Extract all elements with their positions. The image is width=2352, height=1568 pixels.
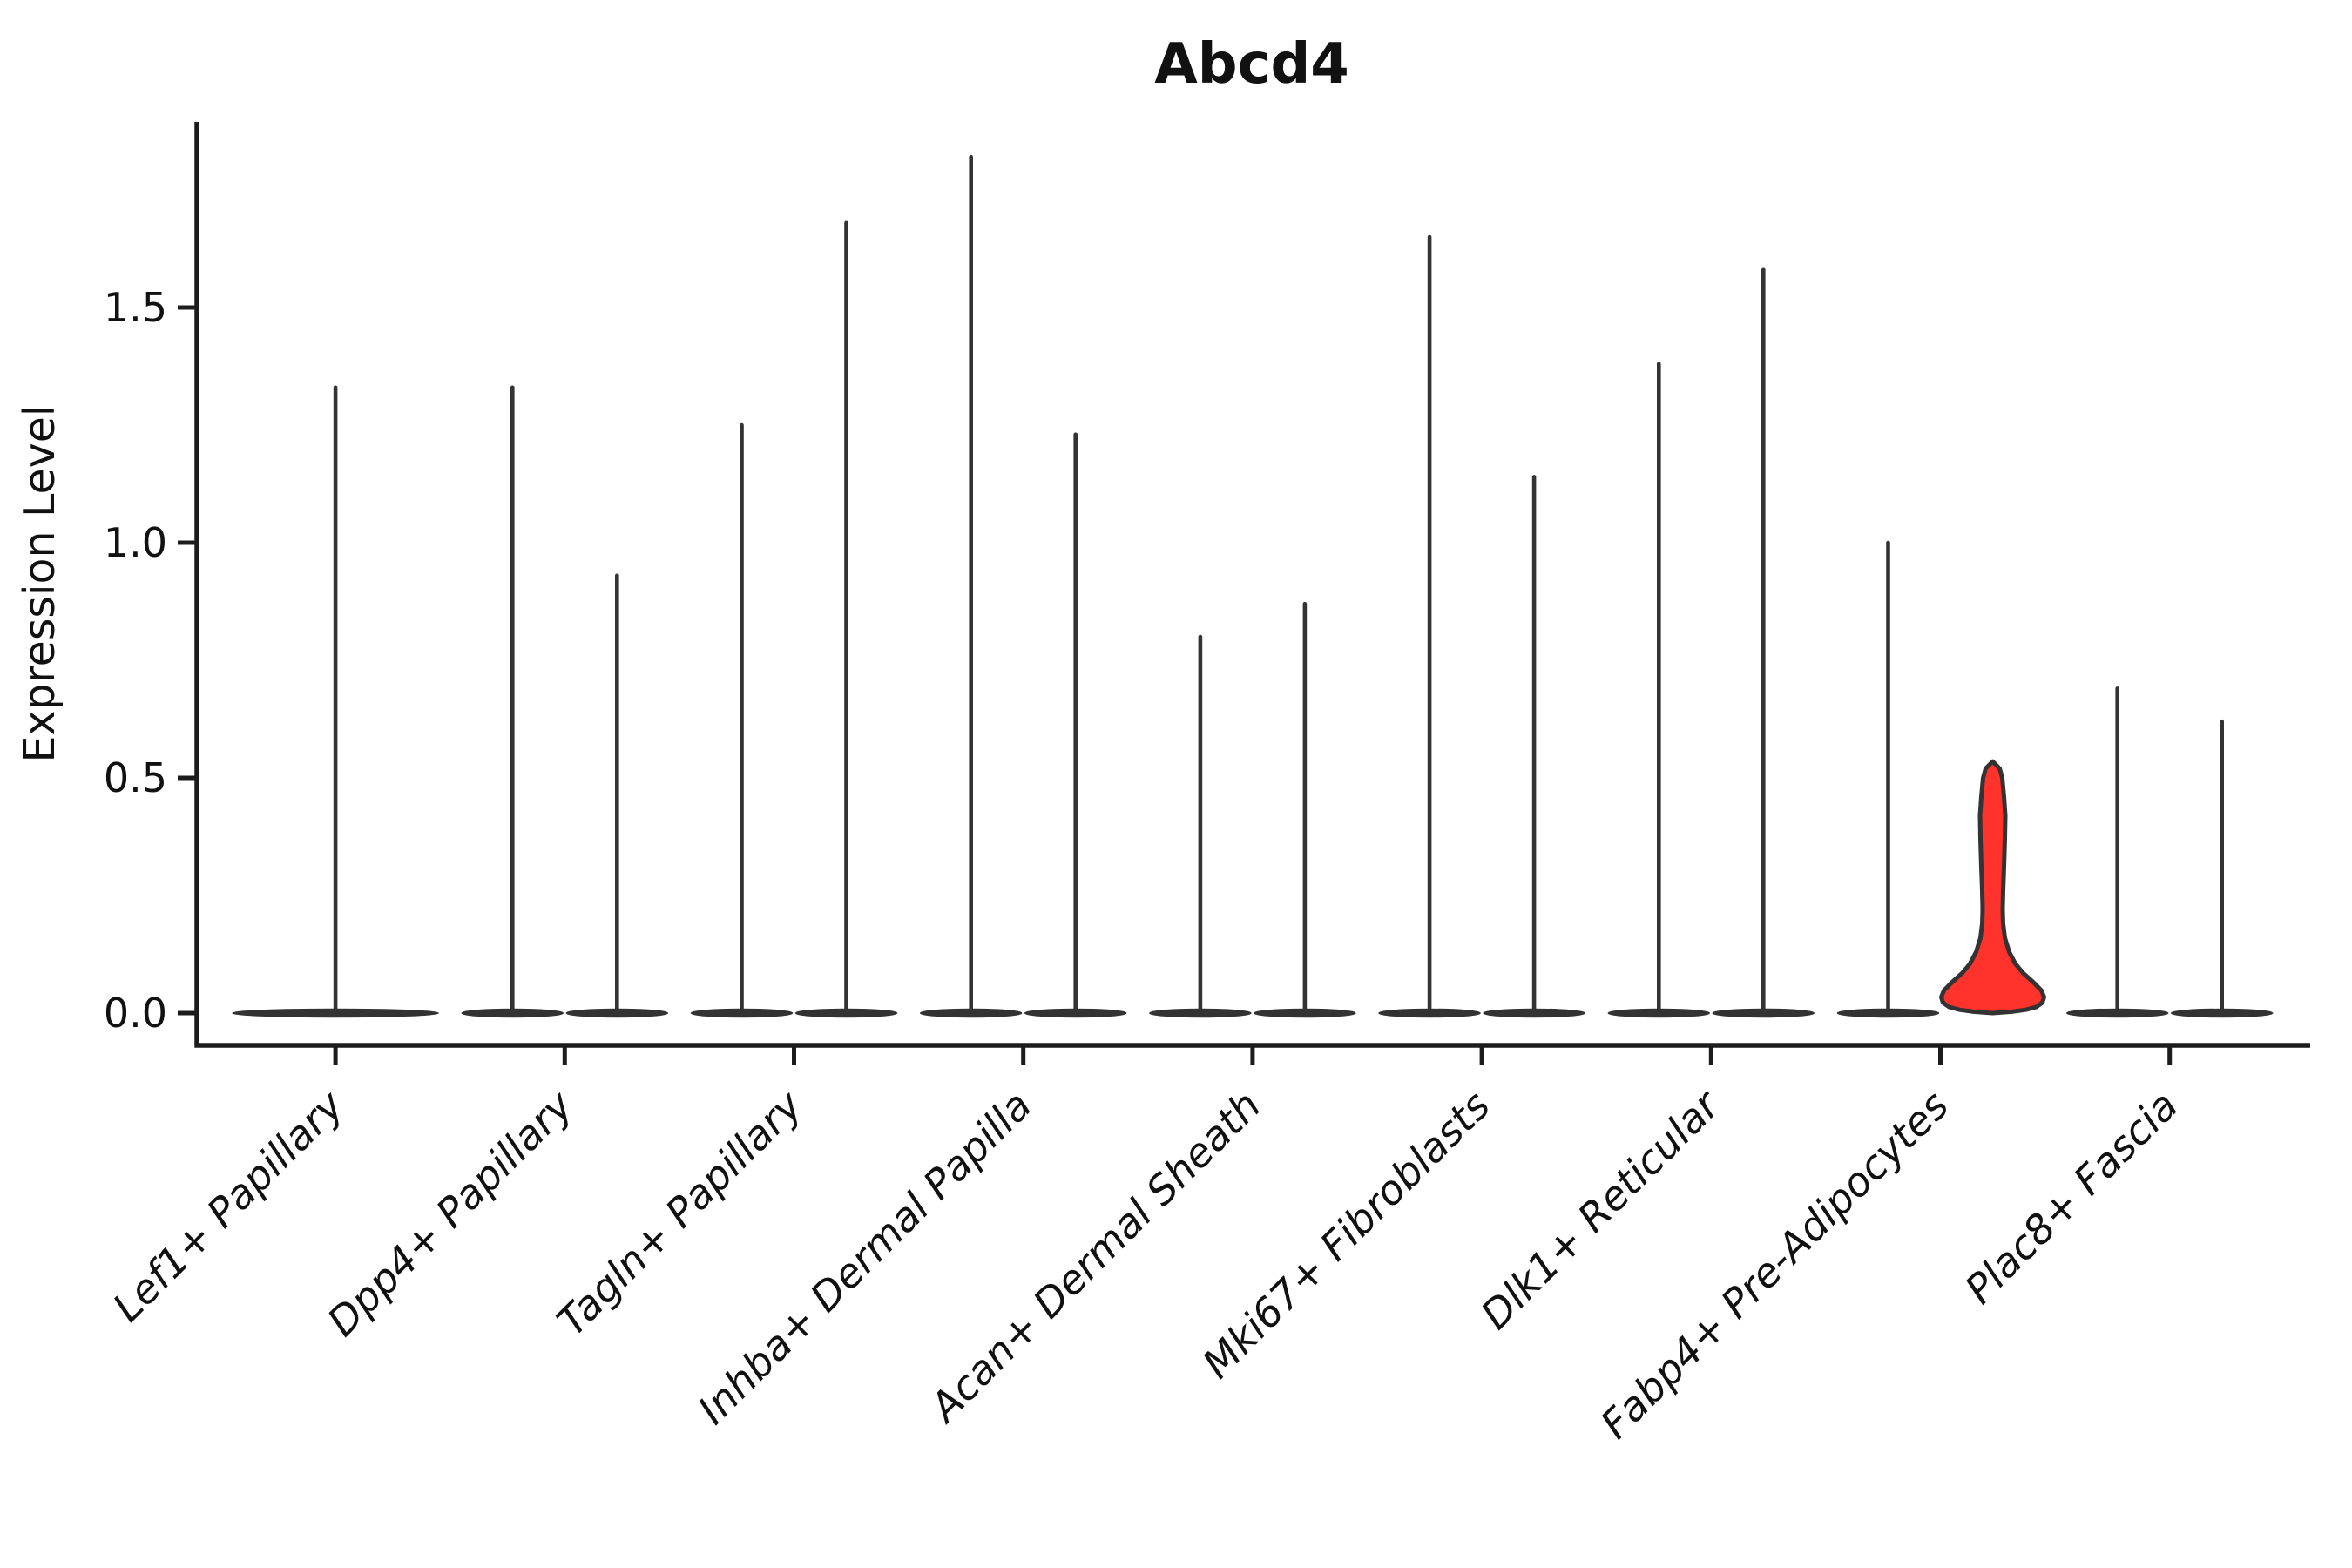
violins bbox=[232, 154, 2274, 1018]
y-axis-ticks: 0.0 0.5 1.0 1.5 bbox=[104, 284, 197, 1037]
x-tick-label: Plac8+ Fascia bbox=[1956, 1082, 2186, 1313]
highlighted-violin bbox=[1939, 759, 2046, 1016]
y-tick-label: 1.5 bbox=[104, 284, 167, 331]
violin-base bbox=[1378, 1008, 1481, 1018]
y-tick-label: 0.0 bbox=[104, 990, 167, 1037]
violin-base bbox=[1607, 1008, 1711, 1018]
violin-base bbox=[919, 1008, 1023, 1018]
violin-base bbox=[794, 1008, 898, 1018]
y-axis-label: Expression Level bbox=[15, 405, 64, 763]
violin-base bbox=[1712, 1008, 1815, 1018]
violin-base bbox=[565, 1008, 669, 1018]
violin-base bbox=[1024, 1008, 1127, 1018]
chart-title: Abcd4 bbox=[1154, 32, 1349, 97]
violin-base bbox=[1254, 1008, 1356, 1018]
x-tick-label: Tagln+ Papillary bbox=[548, 1081, 812, 1345]
x-tick-label: Dpp4+ Papillary bbox=[318, 1081, 582, 1345]
y-tick-label: 0.5 bbox=[104, 754, 167, 801]
x-tick-label: Dlk1+ Reticular bbox=[1471, 1079, 1730, 1338]
violin-base bbox=[2065, 1008, 2169, 1018]
violin-base bbox=[690, 1008, 794, 1018]
violin-base bbox=[1149, 1008, 1252, 1018]
y-tick-label: 1.0 bbox=[104, 519, 167, 566]
violin-base bbox=[2170, 1008, 2274, 1018]
violin-base bbox=[1836, 1008, 1940, 1018]
violin-base bbox=[1483, 1008, 1585, 1018]
violin-base bbox=[232, 1008, 439, 1018]
violin-base bbox=[461, 1008, 564, 1018]
x-tick-label: Lef1+ Papillary bbox=[104, 1081, 353, 1330]
